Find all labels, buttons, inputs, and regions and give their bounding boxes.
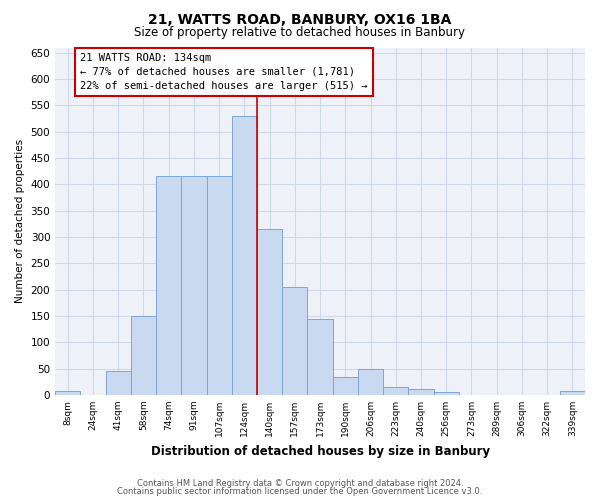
- Bar: [332, 376, 358, 395]
- Text: 21, WATTS ROAD, BANBURY, OX16 1BA: 21, WATTS ROAD, BANBURY, OX16 1BA: [148, 12, 452, 26]
- Bar: [307, 318, 332, 395]
- Bar: [131, 316, 156, 395]
- X-axis label: Distribution of detached houses by size in Banbury: Distribution of detached houses by size …: [151, 444, 490, 458]
- Bar: [383, 387, 409, 395]
- Bar: [358, 368, 383, 395]
- Bar: [232, 116, 257, 395]
- Bar: [55, 390, 80, 395]
- Bar: [106, 371, 131, 395]
- Text: Contains HM Land Registry data © Crown copyright and database right 2024.: Contains HM Land Registry data © Crown c…: [137, 478, 463, 488]
- Bar: [257, 229, 282, 395]
- Bar: [409, 388, 434, 395]
- Bar: [156, 176, 181, 395]
- Bar: [181, 176, 206, 395]
- Bar: [282, 287, 307, 395]
- Text: Size of property relative to detached houses in Banbury: Size of property relative to detached ho…: [134, 26, 466, 39]
- Bar: [560, 390, 585, 395]
- Text: Contains public sector information licensed under the Open Government Licence v3: Contains public sector information licen…: [118, 487, 482, 496]
- Bar: [434, 392, 459, 395]
- Y-axis label: Number of detached properties: Number of detached properties: [15, 139, 25, 304]
- Text: 21 WATTS ROAD: 134sqm
← 77% of detached houses are smaller (1,781)
22% of semi-d: 21 WATTS ROAD: 134sqm ← 77% of detached …: [80, 53, 368, 91]
- Bar: [206, 176, 232, 395]
